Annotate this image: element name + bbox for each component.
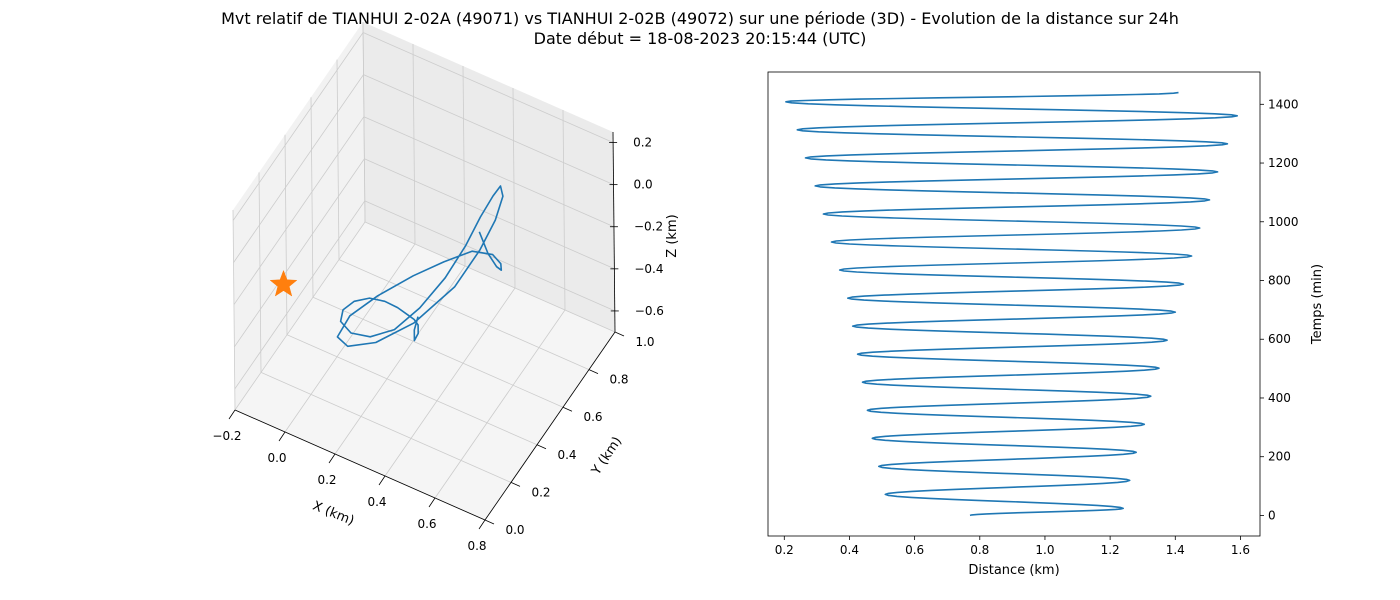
x-tick-label: 0.2	[317, 473, 336, 487]
trajectory-line	[336, 185, 504, 348]
title-line-2: Date début = 18-08-2023 20:15:44 (UTC)	[533, 29, 867, 48]
y-tick	[588, 369, 599, 374]
grid-y-line	[362, 21, 616, 333]
y-axis-label: Temps (min)	[1310, 264, 1325, 345]
z-tick-label: −0.2	[634, 220, 663, 234]
pane-left	[233, 22, 365, 410]
grid-z-line	[233, 74, 614, 263]
origin-star-marker	[269, 269, 298, 297]
y-tick-label: 0.0	[505, 523, 524, 537]
grid-z-line	[233, 116, 615, 305]
x-tick-label: 0.8	[970, 543, 989, 557]
x-tick-label: −0.2	[212, 429, 241, 443]
y-tick-label: 0.6	[583, 410, 602, 424]
x-axis-line	[234, 409, 486, 521]
x-tick	[278, 431, 286, 442]
grid-y-line	[284, 134, 538, 446]
z-axis-label: Z (km)	[665, 214, 680, 257]
chart-title: Mvt relatif de TIANHUI 2-02A (49071) vs …	[0, 9, 1400, 49]
y-tick-label: 400	[1268, 391, 1291, 405]
x-tick	[428, 497, 436, 508]
y-tick-label: 0.4	[557, 448, 576, 462]
z-axis-line	[612, 131, 616, 333]
x-tick-label: 1.4	[1166, 543, 1185, 557]
y-tick-label: 200	[1268, 450, 1291, 464]
grid-y-line	[336, 59, 590, 370]
x-tick-label: 0.0	[267, 451, 286, 465]
grid-y-line	[310, 97, 564, 408]
y-tick-label: 1400	[1268, 97, 1299, 111]
x-tick	[328, 453, 336, 464]
z-tick-label: 0.0	[634, 178, 653, 192]
x-tick	[228, 409, 236, 420]
grid-z-line	[234, 200, 615, 390]
x-axis-label: Distance (km)	[968, 563, 1059, 578]
plot-distance-vs-time: 0.2 0.4 0.6 0.8 1.0 1.2 1.4 1.6 0 200 400 600 800 100…	[767, 71, 1325, 578]
x-tick-label: 0.2	[775, 543, 794, 557]
y-tick-label: 600	[1268, 332, 1291, 346]
plot-frame	[767, 71, 1261, 537]
y-tick-label: 1200	[1268, 156, 1299, 170]
x-tick-label: 0.4	[840, 543, 859, 557]
x-tick-label: 1.6	[1231, 543, 1250, 557]
x-tick	[378, 475, 386, 486]
y-axis-line	[484, 331, 616, 521]
y-axis-label: Y (km)	[588, 434, 625, 478]
y-tick	[510, 482, 521, 487]
y-tick-label: 0	[1268, 508, 1276, 522]
z-tick-label: −0.6	[635, 304, 664, 318]
y-tick-label: 0.8	[609, 373, 628, 387]
x-tick-label: 1.0	[1035, 543, 1054, 557]
axes-3d-panes	[233, 22, 615, 520]
x-tick-label: 0.6	[905, 543, 924, 557]
title-line-1: Mvt relatif de TIANHUI 2-02A (49071) vs …	[221, 9, 1179, 28]
x-tick-label: 0.8	[467, 539, 486, 553]
pane-back	[363, 22, 615, 332]
y-tick-label: 800	[1268, 274, 1291, 288]
z-tick-label: 0.2	[633, 136, 652, 150]
x-axis-label: X (km)	[310, 499, 356, 529]
distance-series-line	[785, 91, 1238, 517]
x-tick-label: 0.4	[367, 495, 386, 509]
y-tick-label: 1.0	[635, 335, 654, 349]
y-tick	[536, 444, 547, 450]
z-tick-label: −0.4	[634, 262, 663, 276]
y-tick	[484, 519, 495, 525]
grid-z-line	[232, 32, 614, 221]
x-tick-label: 1.2	[1101, 543, 1120, 557]
y-tick-label: 1000	[1268, 215, 1299, 229]
y-tick	[562, 406, 573, 412]
axes-2d: 0.2 0.4 0.6 0.8 1.0 1.2 1.4 1.6 0 200 400 600 800 100…	[767, 71, 1325, 578]
y-tick	[614, 331, 625, 337]
x-tick	[478, 519, 486, 530]
y-tick-label: 0.2	[531, 485, 550, 499]
grid-y-line	[258, 172, 512, 483]
x-tick-label: 0.6	[417, 517, 436, 531]
pane-floor	[235, 222, 615, 520]
trajectory-3d	[269, 185, 504, 348]
plot-3d-trajectory: −0.2 0.0 0.2 0.4 0.6 0.8 X (km) 0.0 0.2 0.4 0.6 0.8…	[212, 21, 680, 553]
